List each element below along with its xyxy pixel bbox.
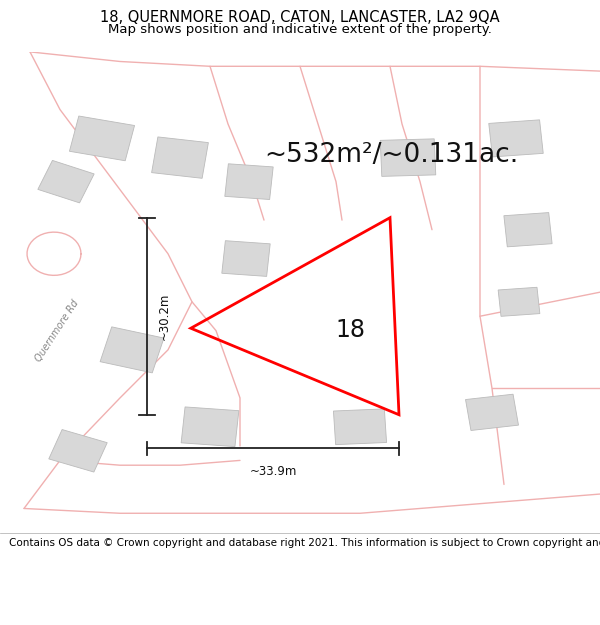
Polygon shape <box>152 137 208 178</box>
Polygon shape <box>70 116 134 161</box>
Text: Map shows position and indicative extent of the property.: Map shows position and indicative extent… <box>108 23 492 36</box>
Text: ~30.2m: ~30.2m <box>158 292 171 340</box>
Polygon shape <box>504 213 552 247</box>
Text: 18, QUERNMORE ROAD, CATON, LANCASTER, LA2 9QA: 18, QUERNMORE ROAD, CATON, LANCASTER, LA… <box>100 11 500 26</box>
Text: Contains OS data © Crown copyright and database right 2021. This information is : Contains OS data © Crown copyright and d… <box>9 538 600 548</box>
Polygon shape <box>38 161 94 203</box>
Text: ~532m²/~0.131ac.: ~532m²/~0.131ac. <box>264 142 518 168</box>
Polygon shape <box>100 327 164 373</box>
Polygon shape <box>334 409 386 444</box>
Polygon shape <box>466 394 518 431</box>
Text: Quernmore Rd: Quernmore Rd <box>34 298 80 363</box>
Polygon shape <box>498 288 540 316</box>
Polygon shape <box>489 120 543 157</box>
Polygon shape <box>380 139 436 176</box>
Polygon shape <box>225 164 273 199</box>
Text: 18: 18 <box>335 318 365 342</box>
Text: ~33.9m: ~33.9m <box>250 465 296 478</box>
Polygon shape <box>222 241 270 276</box>
Polygon shape <box>181 407 239 447</box>
Polygon shape <box>49 429 107 472</box>
